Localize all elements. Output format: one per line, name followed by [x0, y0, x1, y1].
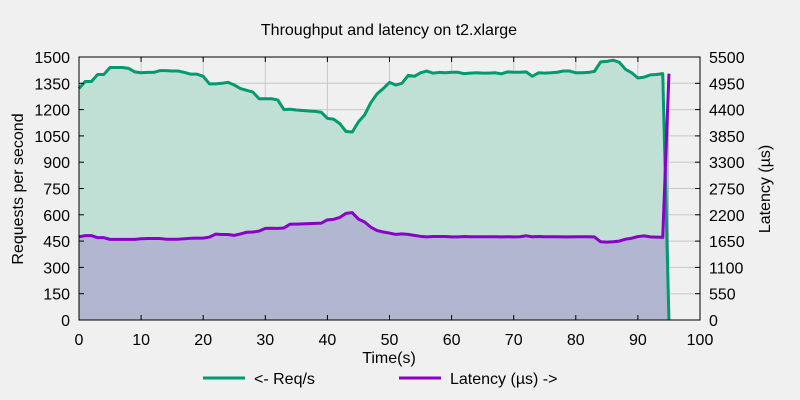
- x-tick-label: 70: [505, 332, 523, 349]
- y-right-tick-label: 1100: [709, 260, 744, 277]
- y-left-tick-label: 750: [43, 182, 70, 199]
- series-lines: [77, 58, 671, 321]
- y-right-tick-label: 0: [709, 313, 718, 330]
- x-tick-label: 60: [443, 332, 461, 349]
- legend: <- Req/s Latency (µs) ->: [203, 371, 557, 388]
- y-right-tick-label: 3850: [709, 129, 745, 146]
- legend-label-latency: Latency (µs) ->: [450, 371, 557, 388]
- y-axis-left-ticks: 0 150 300 450 600 750 900 1050 1200 1350 1500: [34, 50, 84, 330]
- series-line-1: [78, 73, 671, 244]
- y-right-tick-label: 550: [709, 287, 736, 304]
- y-right-tick-label: 2200: [709, 208, 745, 225]
- series-areas: [79, 60, 669, 321]
- x-tick-label: 40: [319, 332, 337, 349]
- y-left-tick-label: 1350: [34, 76, 70, 93]
- x-tick-label: 10: [132, 332, 150, 349]
- y-right-tick-label: 1650: [709, 234, 745, 251]
- y-left-tick-label: 1050: [34, 129, 70, 146]
- y-right-tick-label: 4950: [709, 76, 745, 93]
- y-left-tick-label: 1500: [34, 50, 70, 67]
- x-tick-label: 80: [567, 332, 585, 349]
- y-axis-left-label: Requests per second: [10, 113, 27, 264]
- y-right-tick-label: 4400: [709, 103, 745, 120]
- y-left-tick-label: 600: [43, 208, 70, 225]
- series-area-1: [79, 73, 669, 321]
- y-left-tick-label: 1200: [34, 103, 70, 120]
- chart-title: Throughput and latency on t2.xlarge: [261, 22, 517, 39]
- x-tick-label: 20: [194, 332, 212, 349]
- x-tick-label: 90: [629, 332, 647, 349]
- y-left-tick-label: 450: [43, 234, 70, 251]
- y-left-tick-label: 0: [61, 313, 70, 330]
- x-tick-label: 100: [687, 332, 714, 349]
- x-axis-ticks: 0 10 20 30 40 50 60 70 80 90 100: [75, 57, 714, 349]
- y-axis-right-ticks: 0 550 1100 1650 2200 2750 3300 3850 4400 4950 5500: [695, 50, 745, 330]
- y-right-tick-label: 2750: [709, 182, 745, 199]
- y-left-tick-label: 900: [43, 155, 70, 172]
- y-right-tick-label: 5500: [709, 50, 745, 67]
- series-line-0: [77, 58, 671, 321]
- x-tick-label: 50: [381, 332, 399, 349]
- y-left-tick-label: 300: [43, 260, 70, 277]
- x-tick-label: 0: [75, 332, 84, 349]
- y-axis-right-label: Latency (µs): [757, 145, 774, 233]
- x-tick-label: 30: [256, 332, 274, 349]
- y-right-tick-label: 3300: [709, 155, 745, 172]
- legend-label-req: <- Req/s: [254, 371, 315, 388]
- y-left-tick-label: 150: [43, 287, 70, 304]
- x-axis-label: Time(s): [362, 350, 416, 367]
